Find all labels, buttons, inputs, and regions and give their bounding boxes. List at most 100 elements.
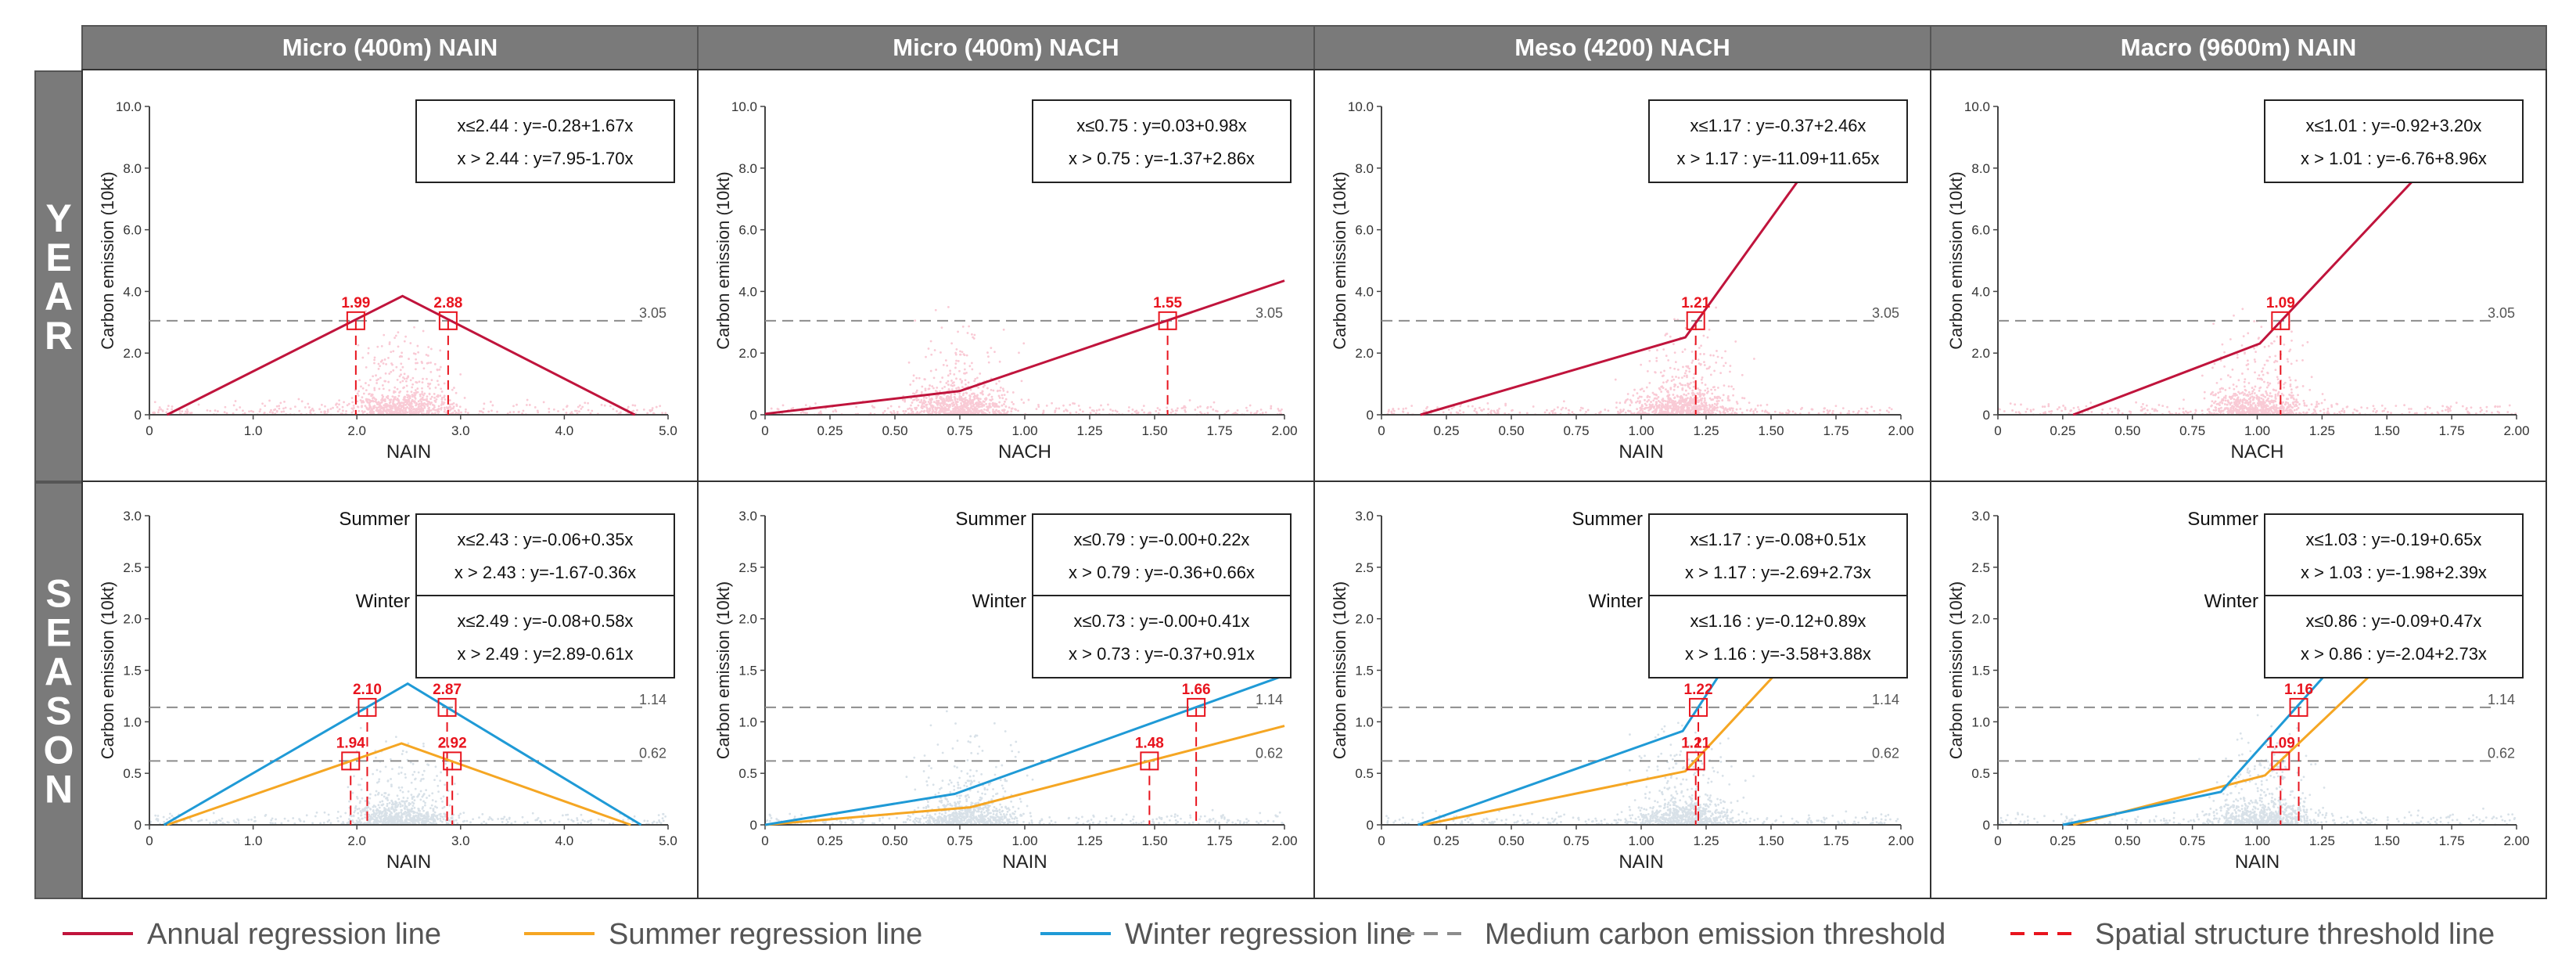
scatter-point — [1680, 405, 1683, 408]
scatter-point — [1885, 409, 1888, 412]
scatter-point — [2240, 405, 2242, 407]
scatter-point — [650, 409, 653, 412]
scatter-point — [407, 814, 410, 817]
scatter-point — [399, 390, 402, 393]
scatter-point — [1655, 401, 1658, 405]
scatter-point — [368, 383, 370, 387]
scatter-point — [2295, 386, 2298, 389]
scatter-point — [441, 807, 444, 809]
scatter-point — [402, 797, 405, 799]
scatter-point — [396, 794, 399, 797]
scatter-point — [917, 404, 920, 407]
scatter-point — [943, 406, 947, 409]
scatter-point — [960, 407, 963, 410]
scatter-point — [1888, 411, 1890, 414]
scatter-point — [871, 405, 874, 408]
scatter-point — [371, 408, 374, 411]
scatter-point — [1687, 392, 1690, 395]
scatter-point — [577, 405, 580, 409]
scatter-point — [1245, 406, 1248, 409]
scatter-point — [2341, 408, 2344, 410]
scatter-point — [947, 306, 950, 308]
scatter-point — [587, 409, 590, 412]
y-tick-label: 0 — [135, 408, 142, 423]
scatter-point — [2381, 410, 2384, 412]
x-tick-label: 3.0 — [451, 423, 470, 438]
scatter-point — [1402, 410, 1404, 413]
scatter-point — [1543, 411, 1547, 414]
scatter-point — [1700, 344, 1702, 347]
scatter-point — [2292, 403, 2295, 405]
scatter-point — [408, 801, 411, 804]
scatter-point — [953, 383, 956, 387]
scatter-point — [2269, 394, 2271, 398]
scatter-point — [1227, 409, 1230, 412]
scatter-point — [1655, 357, 1658, 359]
scatter-point — [367, 347, 370, 350]
scatter-point — [806, 412, 808, 415]
scatter-point — [1666, 409, 1669, 412]
scatter-point — [1554, 412, 1557, 415]
scatter-point — [997, 410, 1000, 413]
scatter-point — [977, 398, 979, 400]
scatter-point — [1656, 349, 1658, 351]
scatter-point — [384, 765, 387, 768]
scatter-point — [409, 409, 412, 412]
scatter-point — [933, 349, 936, 351]
scatter-point — [402, 376, 404, 379]
scatter-point — [383, 795, 386, 798]
scatter-point — [1270, 405, 1273, 408]
scatter-point — [1698, 399, 1701, 402]
scatter-point — [1719, 372, 1723, 375]
scatter-point — [408, 397, 411, 400]
scatter-point — [326, 410, 329, 413]
scatter-point — [357, 344, 360, 347]
scatter-point — [1712, 386, 1715, 389]
scatter-point — [279, 401, 282, 405]
scatter-point — [1685, 365, 1688, 368]
scatter-point — [1679, 382, 1681, 385]
scatter-point — [1636, 397, 1640, 400]
scatter-point — [1474, 407, 1477, 410]
scatter-point — [388, 341, 391, 344]
scatter-point — [952, 381, 955, 384]
scatter-point — [2146, 409, 2149, 412]
scatter-point — [1719, 397, 1722, 399]
scatter-point — [434, 805, 437, 808]
scatter-point — [1704, 389, 1707, 392]
scatter-point — [386, 412, 389, 415]
scatter-point — [1114, 409, 1117, 412]
scatter-cloud — [152, 310, 667, 416]
scatter-point — [973, 412, 976, 415]
scatter-point — [2246, 399, 2248, 402]
scatter-point — [398, 765, 401, 768]
scatter-point — [421, 819, 424, 822]
scatter-point — [411, 376, 415, 380]
row-header-bg — [34, 70, 83, 482]
scatter-point — [2161, 405, 2165, 408]
scatter-point — [2247, 401, 2250, 405]
scatter-point — [433, 362, 437, 365]
scatter-point — [1002, 389, 1005, 392]
scatter-point — [1646, 400, 1649, 403]
scatter-point — [434, 401, 437, 403]
y-tick-label: 1.5 — [123, 664, 142, 678]
scatter-point — [929, 399, 932, 402]
scatter-point — [2272, 340, 2276, 343]
scatter-point — [2231, 405, 2234, 408]
scatter-point — [2265, 386, 2269, 389]
scatter-point — [372, 406, 375, 409]
scatter-point — [1668, 400, 1671, 403]
scatter-point — [429, 818, 433, 821]
scatter-point — [408, 815, 411, 819]
y-tick-label: 8.0 — [123, 161, 142, 176]
scatter-point — [428, 794, 431, 797]
scatter-point — [373, 356, 376, 359]
scatter-point — [377, 804, 380, 807]
scatter-point — [320, 404, 323, 406]
scatter-point — [2409, 408, 2413, 410]
scatter-point — [936, 404, 940, 406]
scatter-point — [636, 409, 638, 412]
scatter-point — [2219, 391, 2222, 394]
scatter-point — [2221, 398, 2224, 401]
